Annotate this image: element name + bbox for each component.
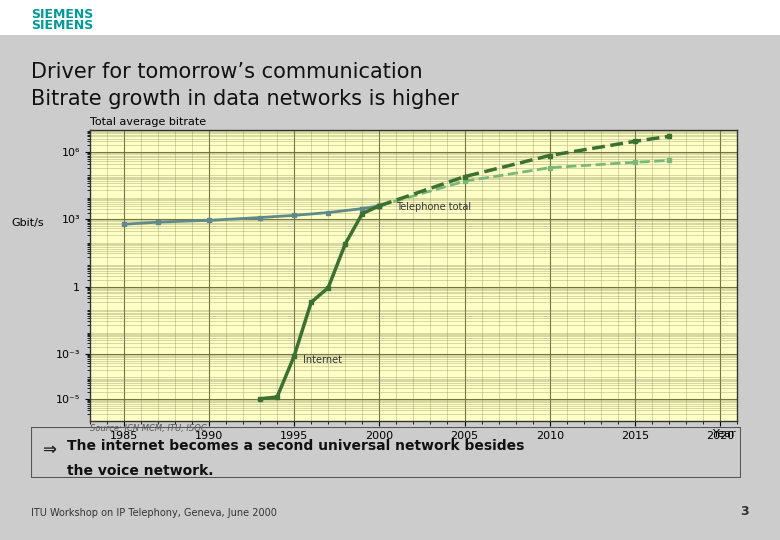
Text: Gbit/s: Gbit/s (12, 218, 44, 228)
Text: Year: Year (714, 429, 737, 440)
Text: Bitrate growth in data networks is higher: Bitrate growth in data networks is highe… (31, 89, 459, 109)
Text: ITU Workshop on IP Telephony, Geneva, June 2000: ITU Workshop on IP Telephony, Geneva, Ju… (31, 508, 277, 518)
Text: Source: ICN MCM, ITU, ISOC: Source: ICN MCM, ITU, ISOC (90, 424, 207, 433)
Text: Telephone total: Telephone total (396, 202, 471, 212)
Text: Total average bitrate: Total average bitrate (90, 117, 206, 127)
Text: SIEMENS: SIEMENS (31, 8, 94, 21)
Text: ⇒: ⇒ (42, 441, 55, 459)
Text: Driver for tomorrow’s communication: Driver for tomorrow’s communication (31, 62, 423, 82)
Text: SIEMENS: SIEMENS (31, 19, 94, 32)
Text: 3: 3 (740, 505, 749, 518)
Text: The internet becomes a second universal network besides: The internet becomes a second universal … (66, 440, 524, 454)
Text: Internet: Internet (303, 355, 342, 365)
Text: the voice network.: the voice network. (66, 463, 213, 477)
